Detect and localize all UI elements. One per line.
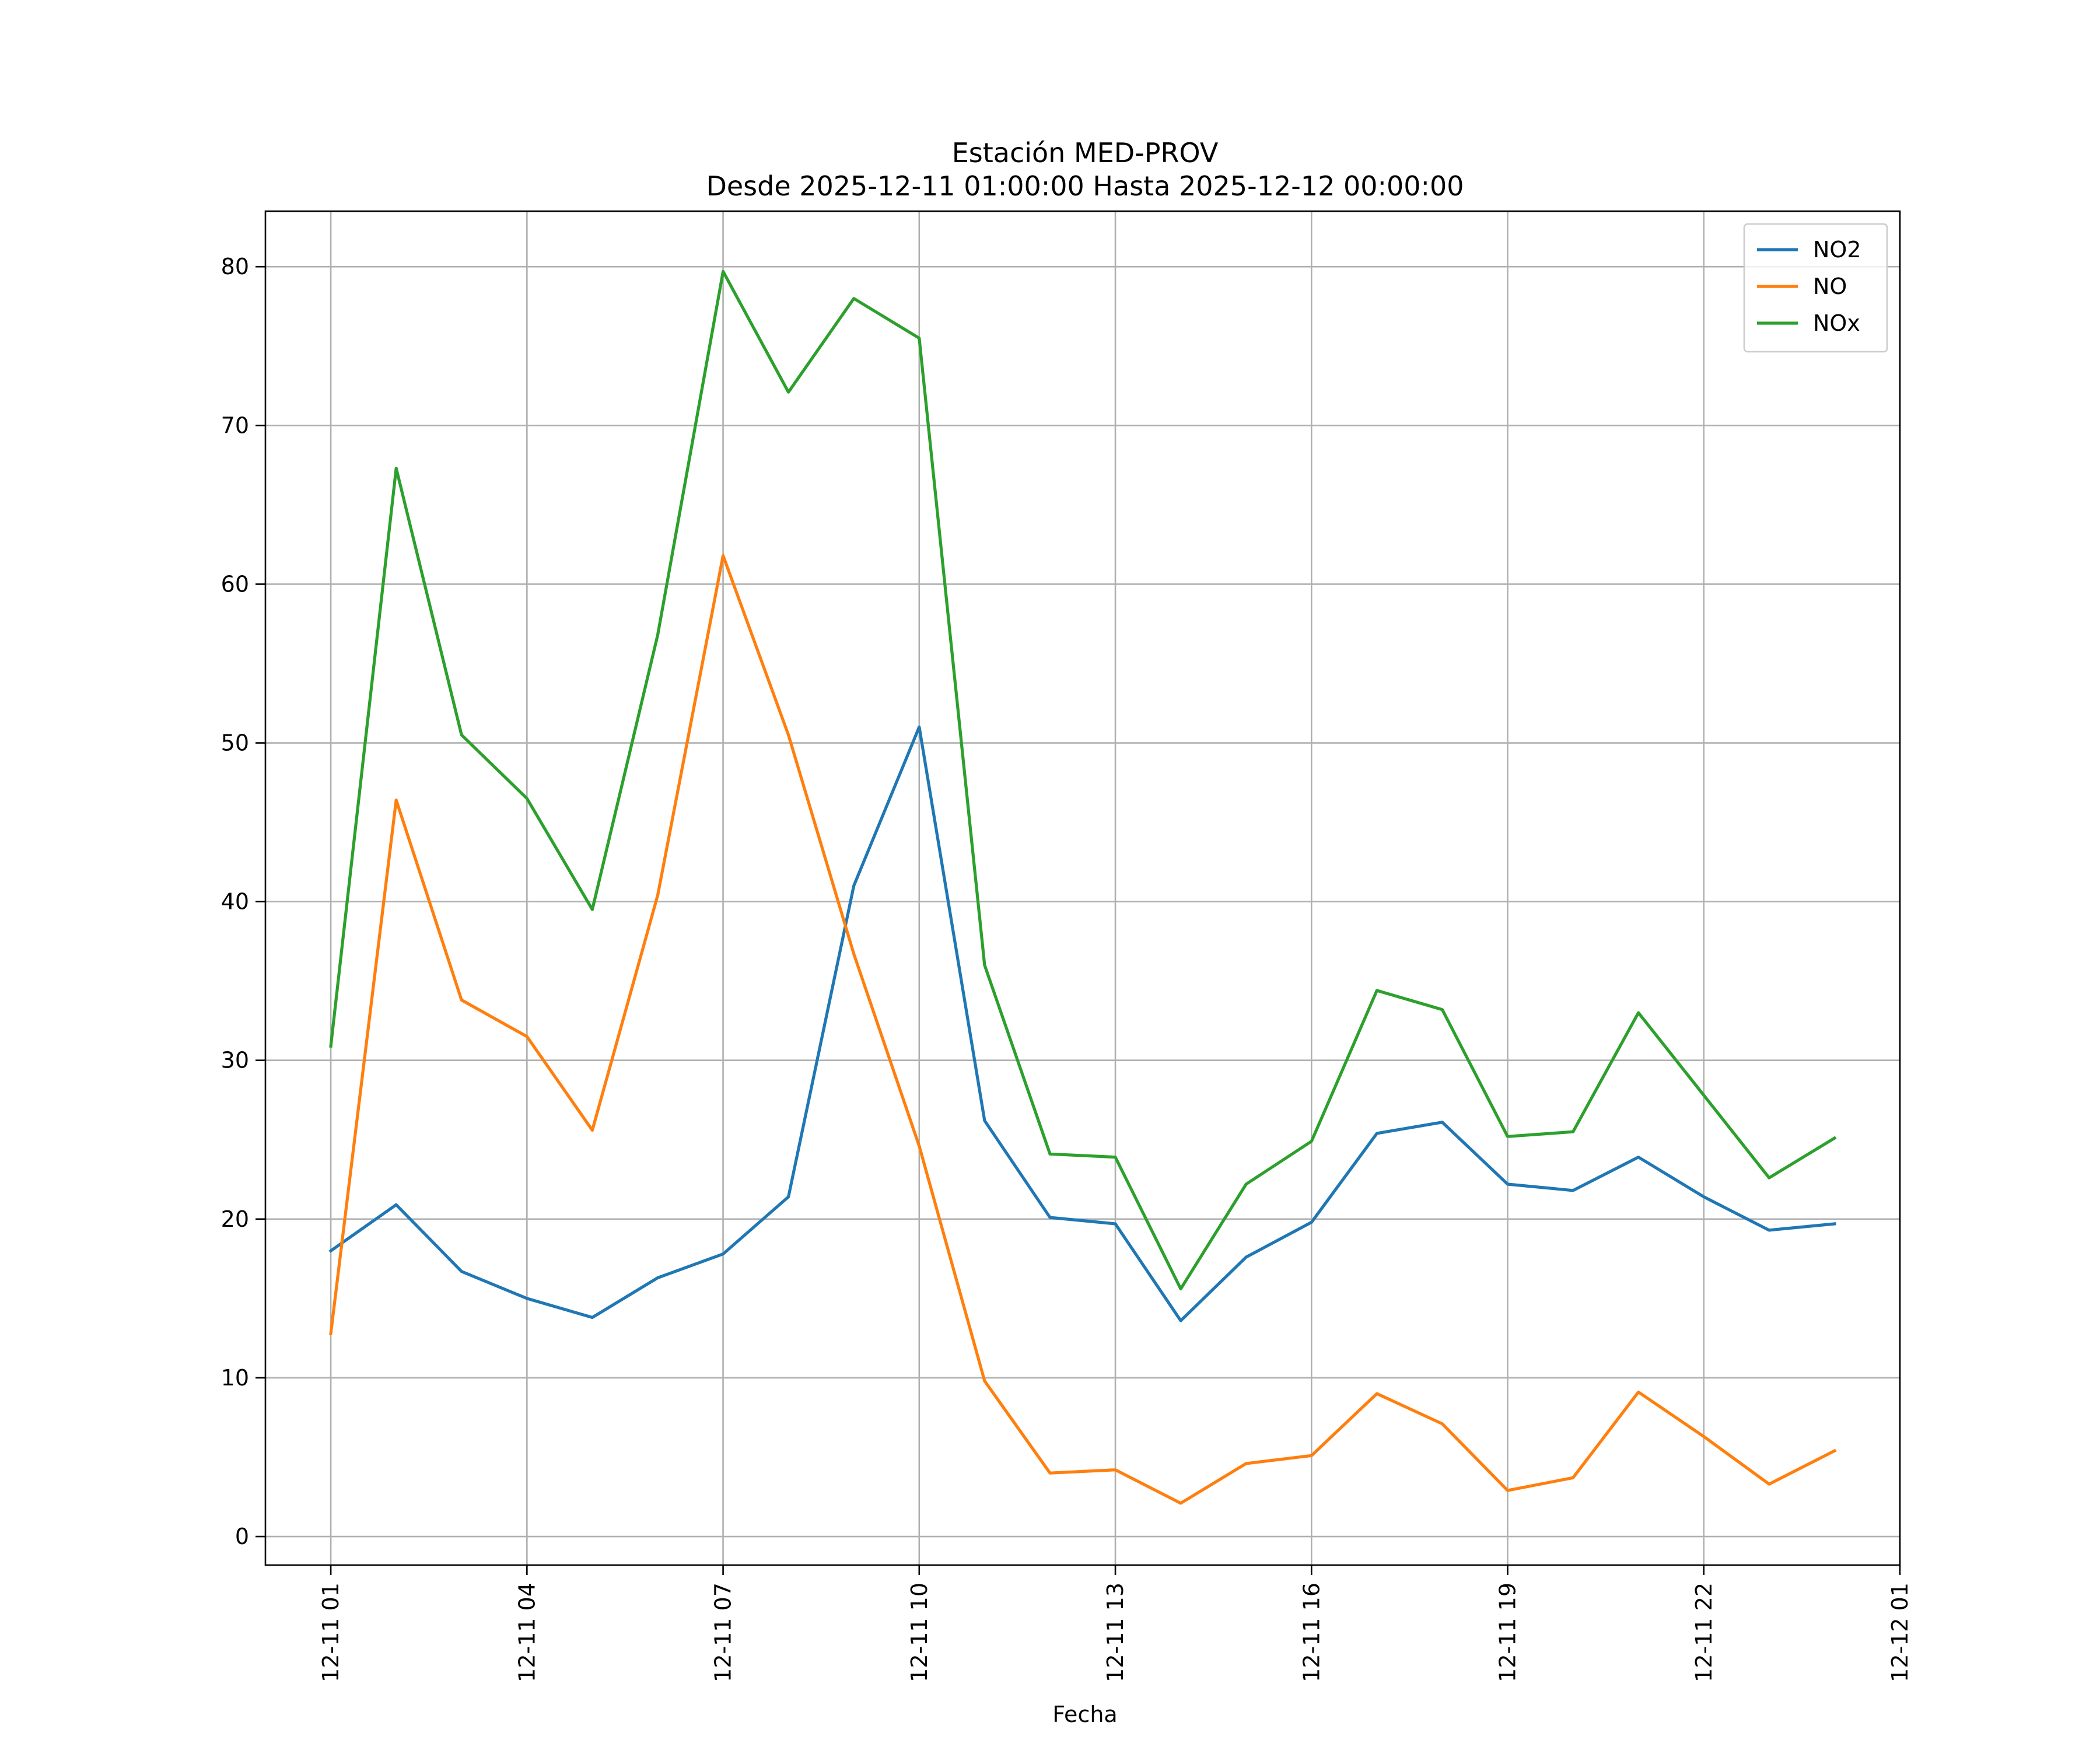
x-tick-label: 12-11 10 [907,1583,932,1682]
x-tick-label: 12-12 01 [1887,1583,1913,1682]
chart-title-line2: Desde 2025-12-11 01:00:00 Hasta 2025-12-… [706,170,1464,202]
y-tick-label: 50 [221,730,249,756]
legend-box [1743,223,1888,353]
legend-label-nox: NOx [1813,310,1860,336]
y-tick-label: 60 [221,571,249,597]
legend-label-no2: NO2 [1813,237,1861,262]
x-tick-label: 12-11 16 [1298,1583,1324,1682]
x-tick-label: 12-11 13 [1102,1583,1128,1682]
series-layer [328,270,1837,1505]
y-tick-label: 40 [221,889,249,915]
y-tick-label: 30 [221,1048,249,1073]
legend-label-no: NO [1813,274,1847,299]
series-line-no [329,554,1837,1505]
legend: NO2 NO NOx [1743,223,1888,353]
axes-layer: 12-11 01 12-11 04 12-11 07 12-11 10 12-11 13… [221,210,1913,1682]
x-axis-label: Fecha [1052,1702,1117,1727]
y-tick-label: 70 [221,412,249,438]
x-tick-label: 12-11 22 [1691,1583,1717,1682]
y-tick-label: 80 [221,254,249,279]
x-tick-label: 12-11 04 [514,1583,540,1682]
series-line-no2 [328,725,1836,1322]
y-tick-label: 20 [221,1206,249,1232]
x-tick-label: 12-11 19 [1495,1583,1521,1682]
y-tick-label: 0 [235,1524,249,1549]
x-tick-label: 12-11 07 [710,1583,736,1682]
plot-frame [264,210,1901,1566]
chart-title-line1: Estación MED-PROV [952,137,1219,169]
grid-layer [265,211,1901,1565]
series-line-nox [329,270,1837,1291]
y-tick-label: 10 [221,1365,249,1391]
x-tick-label: 12-11 01 [318,1583,344,1682]
